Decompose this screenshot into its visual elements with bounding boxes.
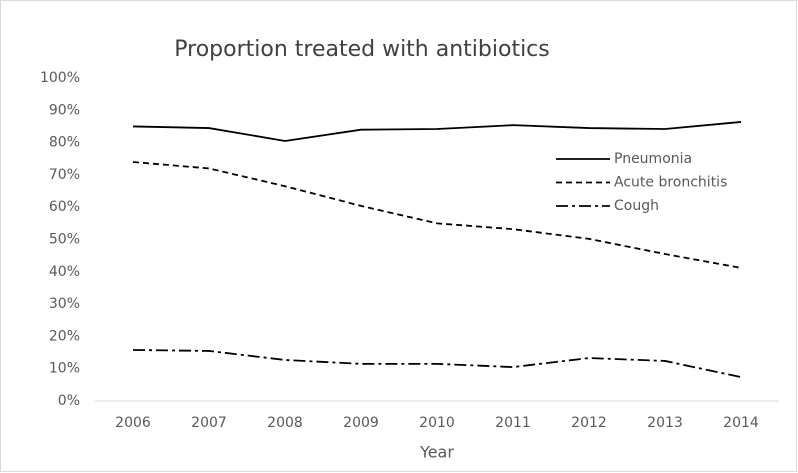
- y-tick-label: 60%: [49, 199, 80, 215]
- x-axis-label: Year: [419, 443, 454, 462]
- x-tick-label: 2007: [191, 415, 227, 431]
- x-tick-label: 2006: [115, 415, 151, 431]
- y-tick-label: 30%: [49, 296, 80, 312]
- y-tick-label: 0%: [58, 393, 80, 409]
- legend-label: Pneumonia: [614, 151, 692, 167]
- series-line: [132, 349, 742, 378]
- x-tick-label: 2013: [647, 415, 683, 431]
- series-line: [132, 161, 742, 269]
- x-tick-label: 2011: [495, 415, 531, 431]
- y-tick-label: 40%: [49, 264, 80, 280]
- legend-label: Acute bronchitis: [614, 175, 727, 191]
- chart-title: Proportion treated with antibiotics: [174, 37, 550, 62]
- x-tick-label: 2008: [267, 415, 303, 431]
- x-tick-label: 2012: [571, 415, 607, 431]
- legend-label: Cough: [614, 198, 659, 214]
- series-line: [132, 121, 742, 142]
- x-tick-label: 2009: [343, 415, 379, 431]
- y-tick-label: 80%: [49, 135, 80, 151]
- x-tick-label: 2010: [419, 415, 455, 431]
- y-tick-label: 50%: [49, 232, 80, 248]
- y-tick-label: 100%: [40, 70, 80, 86]
- y-tick-label: 70%: [49, 167, 80, 183]
- y-tick-label: 20%: [49, 328, 80, 344]
- y-tick-label: 10%: [49, 361, 80, 377]
- x-tick-label: 2014: [723, 415, 759, 431]
- y-tick-label: 90%: [49, 102, 80, 118]
